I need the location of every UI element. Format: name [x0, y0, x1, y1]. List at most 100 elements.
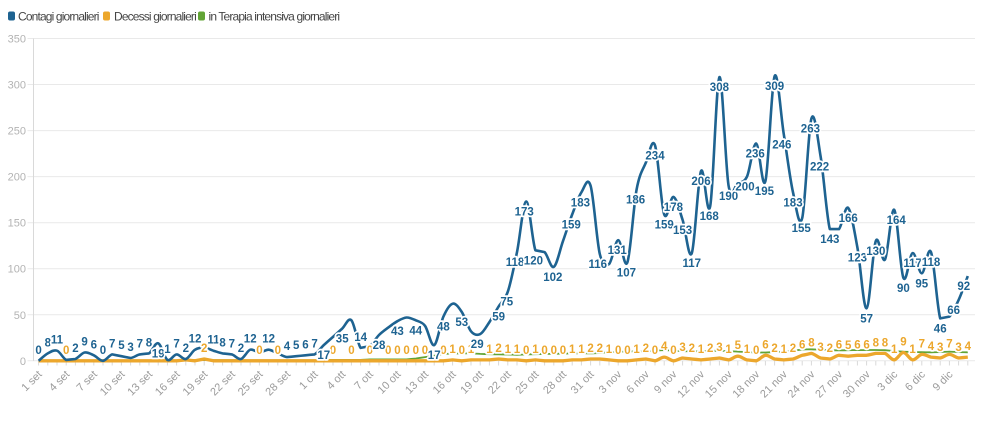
- svg-text:246: 246: [772, 139, 791, 151]
- svg-text:309: 309: [765, 81, 784, 93]
- svg-text:29: 29: [471, 339, 484, 351]
- svg-text:190: 190: [719, 191, 738, 203]
- svg-text:3: 3: [127, 342, 133, 354]
- svg-text:1: 1: [468, 344, 475, 356]
- svg-text:5: 5: [735, 340, 742, 352]
- svg-text:46: 46: [934, 323, 947, 335]
- svg-text:0: 0: [652, 345, 658, 357]
- svg-text:50: 50: [14, 310, 26, 322]
- svg-text:3: 3: [937, 342, 943, 354]
- svg-text:9: 9: [900, 337, 906, 349]
- svg-text:1: 1: [725, 344, 732, 356]
- svg-text:0: 0: [394, 345, 400, 357]
- svg-text:250: 250: [8, 126, 26, 138]
- svg-text:8: 8: [873, 337, 880, 349]
- svg-text:2: 2: [495, 343, 501, 355]
- svg-text:4: 4: [284, 341, 291, 353]
- svg-text:90: 90: [897, 283, 910, 295]
- svg-text:0: 0: [670, 345, 676, 357]
- svg-text:1: 1: [569, 344, 576, 356]
- svg-text:1: 1: [606, 344, 613, 356]
- svg-text:2: 2: [587, 343, 593, 355]
- svg-text:0: 0: [403, 345, 409, 357]
- svg-text:0: 0: [385, 345, 391, 357]
- svg-text:102: 102: [543, 272, 562, 284]
- svg-text:6: 6: [854, 339, 860, 351]
- svg-text:0: 0: [330, 345, 336, 357]
- svg-text:178: 178: [664, 202, 684, 214]
- svg-text:17: 17: [428, 350, 441, 362]
- svg-text:236: 236: [746, 149, 765, 161]
- svg-text:7: 7: [109, 338, 115, 350]
- svg-text:1: 1: [532, 344, 539, 356]
- svg-text:183: 183: [783, 197, 802, 209]
- svg-text:118: 118: [922, 257, 941, 269]
- svg-text:7: 7: [229, 338, 235, 350]
- svg-text:200: 200: [8, 172, 26, 184]
- svg-text:159: 159: [655, 219, 674, 231]
- svg-text:12: 12: [262, 334, 275, 346]
- svg-text:183: 183: [571, 197, 590, 209]
- svg-text:28: 28: [373, 340, 386, 352]
- svg-text:206: 206: [691, 176, 710, 188]
- svg-text:8: 8: [146, 337, 153, 349]
- svg-text:173: 173: [515, 207, 534, 219]
- svg-text:2: 2: [790, 343, 796, 355]
- svg-text:11: 11: [207, 335, 220, 347]
- svg-text:6: 6: [302, 339, 308, 351]
- svg-text:2: 2: [597, 343, 603, 355]
- svg-text:263: 263: [801, 124, 820, 136]
- svg-text:0: 0: [440, 345, 446, 357]
- svg-text:7: 7: [946, 338, 952, 350]
- svg-text:2: 2: [201, 343, 207, 355]
- svg-text:2: 2: [72, 343, 78, 355]
- svg-text:92: 92: [957, 281, 970, 293]
- svg-text:3: 3: [817, 342, 823, 354]
- svg-text:200: 200: [735, 182, 754, 194]
- svg-text:2: 2: [827, 343, 833, 355]
- svg-text:4: 4: [965, 341, 972, 353]
- svg-text:12: 12: [244, 334, 257, 346]
- svg-text:6: 6: [799, 339, 805, 351]
- svg-text:44: 44: [409, 325, 422, 337]
- svg-text:7: 7: [919, 338, 925, 350]
- svg-text:0: 0: [523, 345, 529, 357]
- svg-text:5: 5: [293, 340, 300, 352]
- svg-text:168: 168: [700, 211, 720, 223]
- svg-text:8: 8: [882, 337, 889, 349]
- svg-text:3: 3: [679, 342, 685, 354]
- svg-text:1: 1: [578, 344, 585, 356]
- svg-text:19: 19: [152, 348, 165, 360]
- svg-text:0: 0: [275, 345, 281, 357]
- svg-text:4: 4: [928, 341, 935, 353]
- svg-text:3: 3: [716, 342, 722, 354]
- svg-text:59: 59: [492, 312, 505, 324]
- svg-text:0: 0: [100, 345, 106, 357]
- svg-text:120: 120: [524, 255, 543, 267]
- svg-text:116: 116: [589, 259, 608, 271]
- svg-text:53: 53: [455, 317, 468, 329]
- svg-text:35: 35: [336, 334, 349, 346]
- svg-text:1: 1: [698, 344, 705, 356]
- svg-text:5: 5: [118, 340, 125, 352]
- svg-text:6: 6: [91, 339, 97, 351]
- svg-text:350: 350: [8, 34, 26, 46]
- svg-text:2: 2: [183, 343, 189, 355]
- svg-text:8: 8: [219, 337, 226, 349]
- svg-text:100: 100: [8, 264, 26, 276]
- svg-text:6: 6: [863, 339, 869, 351]
- svg-text:1: 1: [449, 344, 456, 356]
- svg-text:5: 5: [845, 340, 852, 352]
- svg-text:0: 0: [459, 345, 465, 357]
- svg-text:195: 195: [755, 186, 775, 198]
- svg-text:7: 7: [137, 338, 143, 350]
- svg-text:123: 123: [848, 253, 867, 265]
- svg-text:1: 1: [781, 344, 788, 356]
- svg-text:1: 1: [633, 344, 640, 356]
- svg-text:1: 1: [744, 344, 751, 356]
- svg-text:Decessi giornalieri: Decessi giornalieri: [114, 10, 196, 24]
- svg-text:155: 155: [792, 223, 812, 235]
- svg-text:Contagi giornalieri: Contagi giornalieri: [18, 10, 99, 24]
- svg-text:150: 150: [8, 218, 26, 230]
- svg-text:95: 95: [915, 278, 928, 290]
